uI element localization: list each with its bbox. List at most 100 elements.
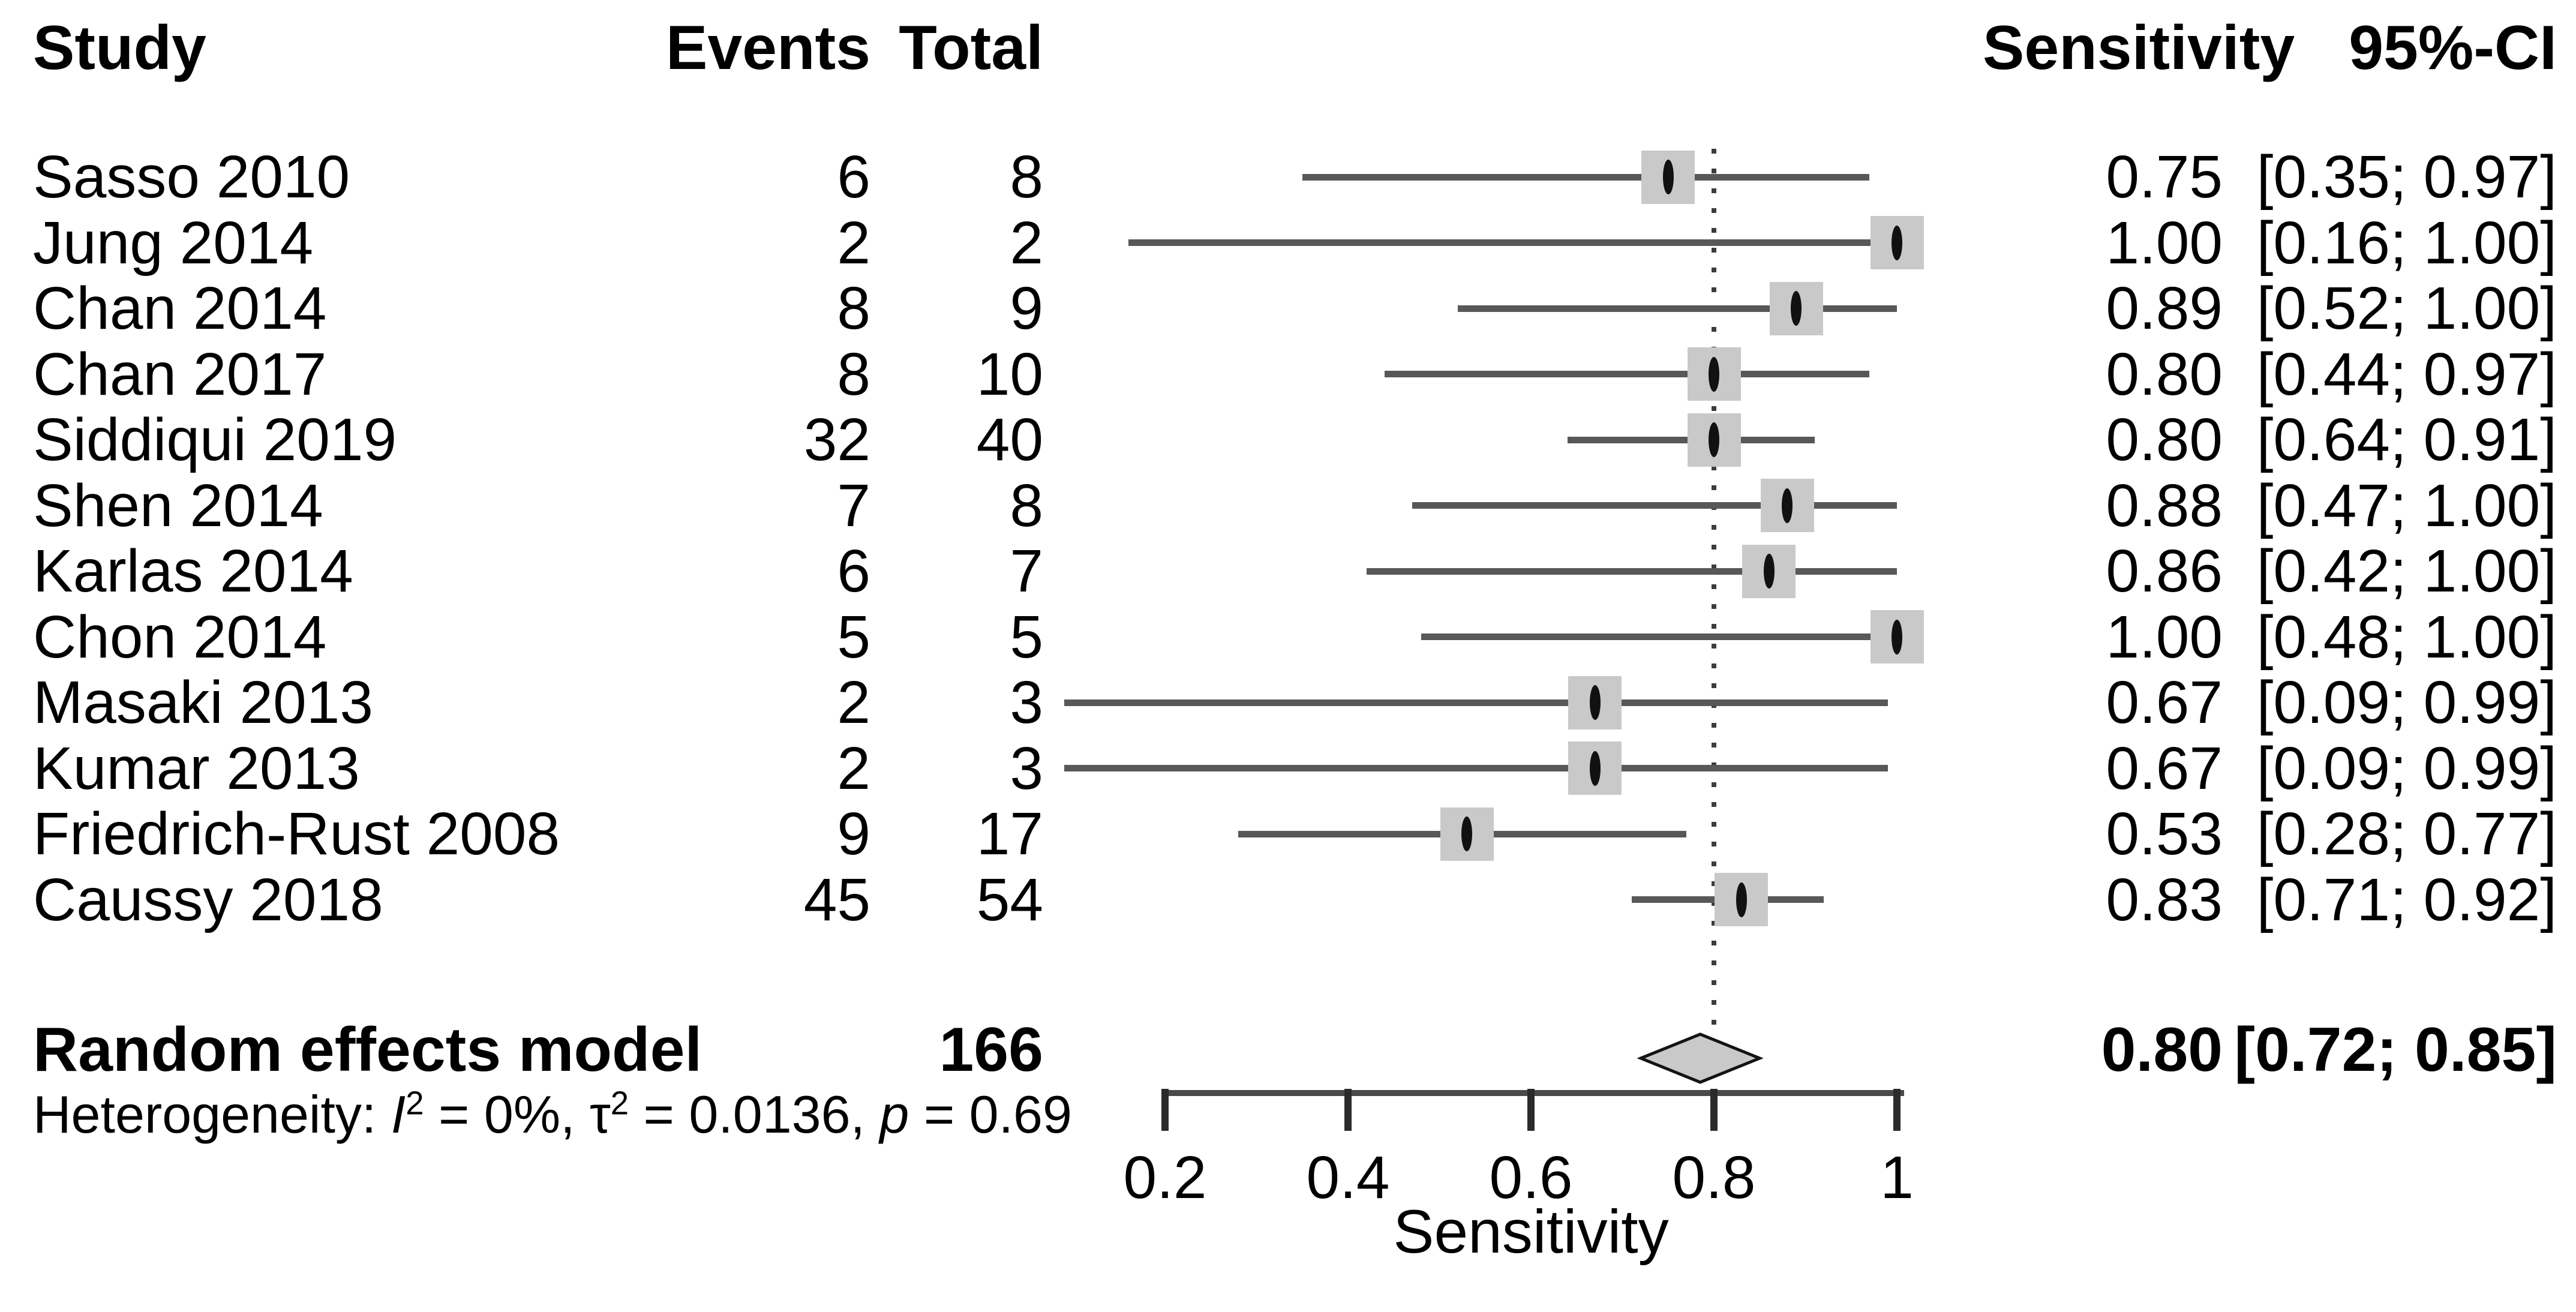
study-events: 32 [803,406,870,473]
study-label: Chan 2017 [33,340,327,408]
x-axis-tick [1161,1089,1169,1131]
point-estimate-marker [1892,225,1902,260]
point-estimate-marker [1461,816,1473,851]
study-sensitivity: 0.75 [2106,143,2223,211]
summary-sensitivity: 0.80 [2101,1015,2223,1085]
study-label: Siddiqui 2019 [33,406,397,473]
study-ci: [0.47; 1.00] [2256,472,2557,539]
heterogeneity-segment: 2 [610,1085,629,1122]
ci-line [1366,568,1897,575]
point-estimate-marker [1589,685,1601,720]
study-label: Karlas 2014 [33,538,353,605]
study-ci: [0.71; 0.92] [2256,866,2557,933]
point-estimate-marker [1763,554,1775,589]
study-events: 2 [837,669,870,736]
study-ci: [0.28; 0.77] [2256,800,2557,867]
study-ci: [0.16; 1.00] [2256,209,2557,277]
study-sensitivity: 0.53 [2106,800,2223,867]
study-total: 3 [1010,734,1043,802]
study-total: 10 [976,340,1043,408]
study-events: 7 [837,472,870,539]
ci-line [1412,502,1897,509]
study-events: 9 [837,800,870,867]
point-estimate-marker [1662,160,1674,194]
study-events: 2 [837,209,870,277]
ci-line [1064,699,1888,706]
study-label: Masaki 2013 [33,669,373,736]
study-events: 45 [803,866,870,933]
study-sensitivity: 0.89 [2106,275,2223,342]
summary-total: 166 [939,1015,1043,1085]
summary-diamond [1637,1032,1764,1084]
study-sensitivity: 0.86 [2106,538,2223,605]
point-estimate-marker [1736,882,1747,917]
study-events: 5 [837,603,870,671]
ci-line [1458,305,1897,312]
study-total: 9 [1010,275,1043,342]
study-label: Caussy 2018 [33,866,383,933]
study-ci: [0.09; 0.99] [2256,669,2557,736]
study-sensitivity: 1.00 [2106,209,2223,277]
column-header-ci: 95%-CI [2349,13,2557,83]
study-events: 8 [837,275,870,342]
study-sensitivity: 1.00 [2106,603,2223,671]
ci-line [1421,634,1897,640]
point-estimate-marker [1782,488,1793,523]
heterogeneity-segment: τ [589,1085,611,1144]
ci-line [1064,765,1888,771]
column-header-events: Events [665,13,870,83]
study-total: 5 [1010,603,1043,671]
study-total: 17 [976,800,1043,867]
x-axis-tick-label: 0.2 [1123,1144,1207,1211]
study-ci: [0.52; 1.00] [2256,275,2557,342]
x-axis-tick [1527,1089,1535,1131]
x-axis-title: Sensitivity [1393,1197,1669,1266]
study-sensitivity: 0.88 [2106,472,2223,539]
study-label: Chon 2014 [33,603,327,671]
study-label: Shen 2014 [33,472,323,539]
reference-line-dotted [1712,149,1716,1033]
point-estimate-marker [1709,422,1719,457]
x-axis-tick-label: 0.6 [1489,1144,1573,1211]
study-ci: [0.48; 1.00] [2256,603,2557,671]
study-label: Friedrich-Rust 2008 [33,800,560,867]
summary-ci: [0.72; 0.85] [2234,1015,2557,1085]
column-header-study: Study [33,13,206,83]
study-ci: [0.35; 0.97] [2256,143,2557,211]
study-total: 54 [976,866,1043,933]
point-estimate-marker [1791,291,1802,326]
study-events: 6 [837,143,870,211]
point-estimate-marker [1892,619,1902,655]
heterogeneity-segment: 2 [406,1085,424,1122]
study-label: Jung 2014 [33,209,314,277]
column-header-total: Total [899,13,1043,83]
study-events: 6 [837,538,870,605]
study-total: 3 [1010,669,1043,736]
x-axis-tick [1344,1089,1352,1131]
x-axis-tick [1893,1089,1901,1131]
ci-line [1302,173,1870,181]
study-sensitivity: 0.83 [2106,866,2223,933]
study-ci: [0.42; 1.00] [2256,538,2557,605]
study-ci: [0.64; 0.91] [2256,406,2557,473]
study-total: 7 [1010,538,1043,605]
heterogeneity-segment: = 0.0136, [629,1085,880,1144]
study-sensitivity: 0.67 [2106,734,2223,802]
ci-line [1128,239,1897,246]
heterogeneity-segment: p [879,1085,909,1144]
heterogeneity-segment: Heterogeneity: [33,1085,391,1144]
point-estimate-marker [1589,750,1601,786]
study-events: 8 [837,340,870,408]
heterogeneity-segment: = 0.69 [909,1085,1072,1144]
study-sensitivity: 0.80 [2106,406,2223,473]
study-ci: [0.44; 0.97] [2256,340,2557,408]
heterogeneity-segment: = 0%, [424,1085,590,1144]
study-total: 40 [976,406,1043,473]
study-events: 2 [837,734,870,802]
study-total: 8 [1010,143,1043,211]
x-axis-tick-label: 0.4 [1306,1144,1390,1211]
x-axis-tick [1710,1089,1718,1131]
study-total: 8 [1010,472,1043,539]
point-estimate-marker [1709,356,1719,392]
